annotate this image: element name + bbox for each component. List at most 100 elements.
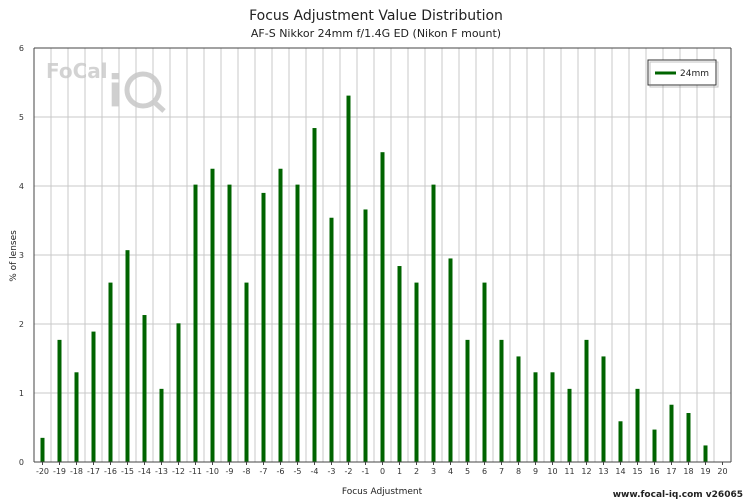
x-tick-label: 3 (431, 467, 436, 476)
x-tick-label: -6 (277, 467, 285, 476)
bar (176, 323, 181, 462)
svg-text:i: i (108, 66, 123, 117)
x-tick-label: 5 (465, 467, 470, 476)
bar (244, 282, 249, 462)
bar (431, 184, 436, 462)
bar (363, 209, 368, 462)
bar (601, 356, 606, 462)
x-tick-label: -5 (294, 467, 302, 476)
x-tick-label: 0 (380, 467, 385, 476)
x-tick-label: -8 (243, 467, 251, 476)
y-axis-label: % of lenses (9, 230, 19, 282)
x-tick-label: 19 (700, 467, 710, 476)
footer-credit: www.focal-iq.com v26065 (613, 490, 743, 500)
bar (278, 168, 283, 462)
bar (40, 437, 45, 462)
x-tick-label: 16 (649, 467, 659, 476)
x-tick-label: -1 (362, 467, 370, 476)
bar (516, 356, 521, 462)
svg-text:FoCal: FoCal (46, 59, 108, 83)
focal-iq-logo: FoCal i (46, 59, 166, 117)
bar (380, 152, 385, 462)
x-tick-label: 17 (666, 467, 676, 476)
x-tick-label: 7 (499, 467, 504, 476)
bar (193, 184, 198, 462)
bar (125, 250, 130, 462)
x-tick-label: 13 (598, 467, 608, 476)
y-tick-label: 5 (19, 113, 24, 122)
x-tick-label: 15 (632, 467, 642, 476)
bar (482, 282, 487, 462)
x-tick-label: 20 (717, 467, 727, 476)
bar (74, 372, 79, 462)
chart-title: Focus Adjustment Value Distribution (249, 8, 503, 24)
x-tick-label: 12 (581, 467, 591, 476)
bar (346, 95, 351, 463)
bar (669, 404, 674, 462)
bar (567, 388, 572, 462)
bar (584, 339, 589, 462)
x-tick-label: -17 (87, 467, 100, 476)
x-tick-label: 2 (414, 467, 419, 476)
grid (33, 47, 732, 463)
bar (465, 339, 470, 462)
y-tick-label: 2 (19, 320, 24, 329)
bars (40, 95, 708, 463)
x-tick-label: 18 (683, 467, 693, 476)
x-tick-label: -12 (172, 467, 185, 476)
chart-subtitle: AF-S Nikkor 24mm f/1.4G ED (Nikon F moun… (251, 27, 501, 40)
y-tick-label: 0 (19, 458, 24, 467)
bar (329, 217, 334, 462)
x-tick-label: 14 (615, 467, 625, 476)
bar (533, 372, 538, 462)
x-tick-label: 10 (547, 467, 557, 476)
x-tick-label: -14 (138, 467, 151, 476)
axes (33, 47, 732, 465)
x-tick-label: -7 (260, 467, 268, 476)
x-tick-label: 1 (397, 467, 402, 476)
y-tick-label: 6 (19, 44, 24, 53)
bar (159, 388, 164, 462)
bar (618, 421, 623, 462)
bar (295, 184, 300, 462)
bar (312, 128, 317, 463)
x-tick-label: -3 (328, 467, 336, 476)
bar (108, 282, 113, 462)
y-tick-label: 4 (19, 182, 24, 191)
x-tick-label: -19 (53, 467, 66, 476)
bar (448, 258, 453, 462)
x-tick-label: 11 (564, 467, 574, 476)
x-tick-label: 6 (482, 467, 487, 476)
y-tick-label: 1 (19, 389, 24, 398)
bar (414, 282, 419, 462)
bar (142, 315, 147, 462)
x-tick-label: -13 (155, 467, 168, 476)
y-tick-label: 3 (19, 251, 24, 260)
bar (227, 184, 232, 462)
x-tick-label: -2 (345, 467, 353, 476)
x-tick-label: -20 (36, 467, 49, 476)
bar (635, 388, 640, 462)
legend-label: 24mm (680, 69, 709, 79)
bar (703, 445, 708, 462)
x-tick-label: 4 (448, 467, 453, 476)
x-tick-label: 9 (533, 467, 538, 476)
x-axis-label: Focus Adjustment (342, 487, 423, 497)
x-tick-label: -18 (70, 467, 83, 476)
bar (91, 331, 96, 462)
bar (57, 339, 62, 462)
x-tick-label: -11 (189, 467, 202, 476)
legend: 24mm (647, 59, 719, 88)
x-tick-label: -16 (104, 467, 117, 476)
bar (686, 413, 691, 462)
x-tick-label: 8 (516, 467, 521, 476)
x-tick-label: -9 (226, 467, 234, 476)
bar (499, 339, 504, 462)
bar (550, 372, 555, 462)
bar (210, 168, 215, 462)
x-tick-label: -4 (311, 467, 319, 476)
bar (261, 192, 266, 462)
x-tick-label: -10 (206, 467, 219, 476)
